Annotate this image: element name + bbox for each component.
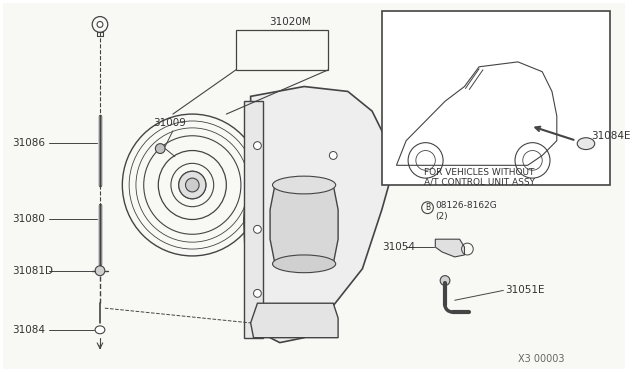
Text: 31084: 31084: [13, 325, 45, 335]
Circle shape: [97, 22, 103, 28]
Text: 31080: 31080: [13, 215, 45, 224]
Text: 31084E: 31084E: [591, 131, 630, 141]
Circle shape: [156, 144, 165, 154]
Text: 31051E: 31051E: [506, 285, 545, 295]
Circle shape: [186, 178, 199, 192]
Ellipse shape: [273, 255, 336, 273]
Bar: [236, 31, 328, 70]
Text: 31086: 31086: [13, 138, 45, 148]
Polygon shape: [270, 185, 338, 264]
Text: FOR VEHICLES WITHOUT: FOR VEHICLES WITHOUT: [424, 168, 534, 177]
Circle shape: [253, 142, 261, 150]
Ellipse shape: [273, 176, 336, 194]
Polygon shape: [244, 101, 263, 338]
Bar: [382, 11, 611, 185]
Circle shape: [179, 171, 206, 199]
Text: 31020M: 31020M: [269, 17, 311, 28]
Text: 08126-8162G: 08126-8162G: [435, 201, 497, 210]
Circle shape: [253, 289, 261, 297]
Text: A/T CONTROL UNIT ASSY: A/T CONTROL UNIT ASSY: [424, 177, 534, 187]
Text: 31054: 31054: [382, 242, 415, 252]
Polygon shape: [435, 239, 465, 257]
Circle shape: [95, 266, 105, 276]
Ellipse shape: [577, 138, 595, 150]
Text: 31081D: 31081D: [13, 266, 54, 276]
Circle shape: [253, 225, 261, 233]
Circle shape: [440, 276, 450, 285]
Text: 31009: 31009: [154, 118, 186, 128]
Polygon shape: [251, 303, 338, 338]
Circle shape: [330, 151, 337, 160]
Ellipse shape: [95, 326, 105, 334]
Text: (2): (2): [435, 212, 448, 221]
Text: B: B: [425, 203, 430, 212]
Text: X3 00003: X3 00003: [518, 355, 564, 364]
Circle shape: [122, 114, 262, 256]
Polygon shape: [244, 87, 392, 343]
